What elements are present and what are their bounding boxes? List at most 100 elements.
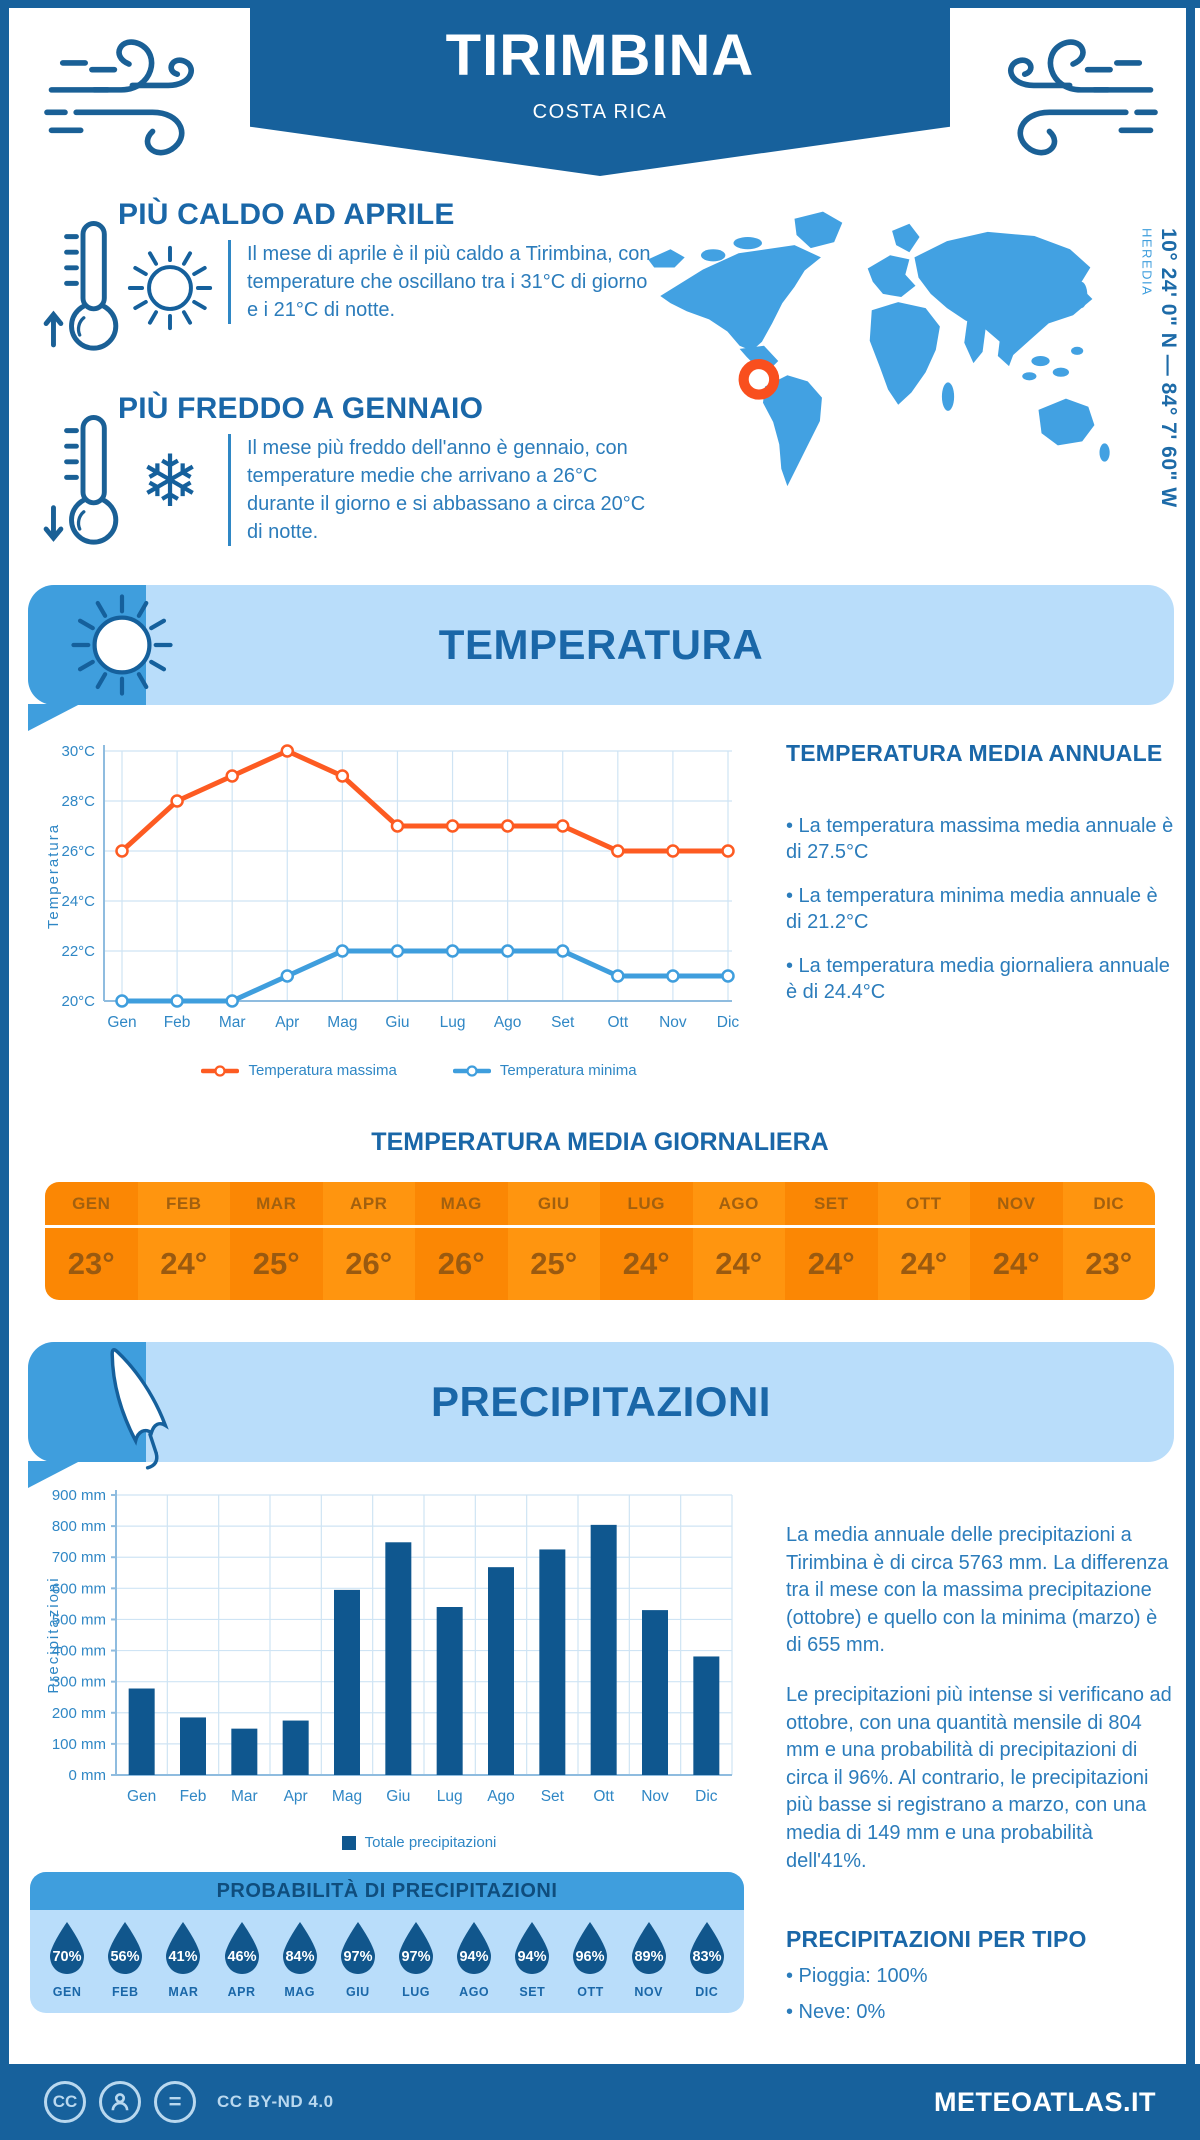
- drop-month-label: GIU: [345, 1985, 370, 1999]
- table-month-header: GEN: [45, 1182, 138, 1228]
- water-drop-icon: 89%: [631, 1922, 666, 1974]
- precipitation-chart: 0 mm 100 mm 200 mm 300 mm 400 mm 500 mm 600 mm…: [40, 1480, 752, 1851]
- svg-text:Mag: Mag: [327, 1014, 357, 1031]
- svg-text:Nov: Nov: [641, 1788, 669, 1805]
- highlight-coldest: PIÙ FREDDO A GENNAIO ❄ Il mese più fredd…: [42, 392, 662, 546]
- svg-text:41%: 41%: [169, 1949, 198, 1965]
- svg-text:94%: 94%: [518, 1949, 547, 1965]
- water-drop-icon: 41%: [166, 1922, 201, 1974]
- table-month-header: FEB: [137, 1182, 230, 1228]
- svg-text:Gen: Gen: [107, 1014, 136, 1031]
- header-banner: TIRIMBINA COSTA RICA: [250, 0, 950, 176]
- highlight-warmest-text: Il mese di aprile è il più caldo a Tirim…: [228, 240, 662, 324]
- svg-text:Set: Set: [551, 1014, 575, 1031]
- svg-text:Ago: Ago: [494, 1014, 522, 1031]
- table-month-header: APR: [322, 1182, 415, 1228]
- probability-title: PROBABILITÀ DI PRECIPITAZIONI: [30, 1872, 744, 1910]
- thermometer-up-icon: [43, 221, 119, 351]
- svg-text:26°C: 26°C: [61, 843, 95, 860]
- svg-text:Apr: Apr: [284, 1788, 308, 1805]
- drop-month-label: LUG: [402, 1985, 430, 1999]
- summary-paragraph: Le precipitazioni più intense si verific…: [786, 1683, 1172, 1872]
- svg-text:Precipitazioni: Precipitazioni: [45, 1576, 62, 1693]
- table-month-header: DIC: [1062, 1182, 1155, 1228]
- table-temperature-value: 26°: [415, 1228, 508, 1300]
- drop-month-label: AGO: [459, 1985, 490, 1999]
- svg-text:56%: 56%: [111, 1949, 140, 1965]
- precipitation-section-band: PRECIPITAZIONI: [28, 1342, 1174, 1470]
- thermometer-down-icon: [43, 415, 119, 545]
- page-border-left: [0, 0, 9, 2066]
- temperature-annual-block: TEMPERATURA MEDIA ANNUALE • La temperatu…: [786, 740, 1176, 1005]
- drop-month-label: NOV: [634, 1985, 663, 1999]
- probability-drop: 94% AGO: [446, 1920, 502, 1999]
- svg-text:Ott: Ott: [593, 1788, 614, 1805]
- svg-text:Ago: Ago: [487, 1788, 515, 1805]
- legend-item: Temperatura minima: [452, 1062, 637, 1079]
- precipitation-legend: Totale precipitazioni: [40, 1834, 752, 1851]
- region-text: HEREDIA: [1139, 228, 1155, 297]
- probability-drop: 94% SET: [504, 1920, 560, 1999]
- svg-text:Dic: Dic: [717, 1014, 740, 1031]
- svg-text:94%: 94%: [460, 1949, 489, 1965]
- water-drop-icon: 97%: [340, 1922, 375, 1974]
- precipitation-summary: La media annuale delle precipitazioni a …: [786, 1500, 1178, 1875]
- drop-month-label: FEB: [111, 1985, 139, 1999]
- legend-item: Totale precipitazioni: [341, 1834, 496, 1851]
- svg-text:Feb: Feb: [164, 1014, 191, 1031]
- svg-text:46%: 46%: [227, 1949, 256, 1965]
- table-month-header: MAG: [415, 1182, 508, 1228]
- probability-drop: 96% OTT: [562, 1920, 618, 1999]
- svg-text:20°C: 20°C: [61, 993, 95, 1010]
- svg-text:400 mm: 400 mm: [52, 1643, 106, 1660]
- brand-text: METEOATLAS.IT: [934, 2086, 1156, 2117]
- svg-text:97%: 97%: [402, 1949, 431, 1965]
- table-temperature-value: 23°: [1062, 1228, 1155, 1300]
- table-temperature-value: 24°: [600, 1228, 693, 1300]
- footer: CC = CC BY-ND 4.0 METEOATLAS.IT: [0, 2064, 1200, 2140]
- water-drop-icon: 94%: [457, 1922, 492, 1974]
- svg-text:200 mm: 200 mm: [52, 1705, 106, 1722]
- drop-month-label: OTT: [577, 1985, 604, 1999]
- water-drop-icon: 96%: [573, 1922, 608, 1974]
- svg-text:30°C: 30°C: [61, 743, 95, 760]
- precipitation-bar-chart-svg: 0 mm 100 mm 200 mm 300 mm 400 mm 500 mm 600 mm…: [45, 1487, 733, 1805]
- probability-drop: 46% APR: [214, 1920, 270, 1999]
- svg-text:600 mm: 600 mm: [52, 1580, 106, 1597]
- probability-box: PROBABILITÀ DI PRECIPITAZIONI 70% GEN 56% F…: [30, 1872, 744, 2013]
- svg-text:84%: 84%: [285, 1949, 314, 1965]
- svg-text:Mag: Mag: [332, 1788, 362, 1805]
- world-map: [648, 211, 1110, 487]
- svg-text:89%: 89%: [634, 1949, 663, 1965]
- table-temperature-value: 24°: [970, 1228, 1063, 1300]
- license-text: CC BY-ND 4.0: [217, 2092, 334, 2111]
- wind-icon: [1008, 39, 1158, 156]
- svg-text:28°C: 28°C: [61, 793, 95, 810]
- probability-drop: 70% GEN: [39, 1920, 95, 1999]
- water-drop-icon: 94%: [515, 1922, 550, 1974]
- water-drop-icon: 97%: [399, 1922, 434, 1974]
- probability-drop: 97% LUG: [388, 1920, 444, 1999]
- probability-drop: 41% MAR: [155, 1920, 211, 1999]
- svg-text:Temperatura: Temperatura: [45, 823, 62, 929]
- drop-month-label: MAR: [168, 1985, 199, 1999]
- svg-text:Lug: Lug: [440, 1014, 466, 1031]
- probability-drops: 70% GEN 56% FEB 41% MAR 46% APR 84% MAG 97% GIU 97% L…: [30, 1910, 744, 2013]
- summary-paragraph: La media annuale delle precipitazioni a …: [786, 1524, 1169, 1657]
- svg-text:0 mm: 0 mm: [69, 1767, 107, 1784]
- svg-text:Mar: Mar: [219, 1014, 246, 1031]
- bullet-item: • Pioggia: 100%: [786, 1965, 928, 1987]
- table-temperature-value: 24°: [692, 1228, 785, 1300]
- highlight-coldest-text: Il mese più freddo dell'anno è gennaio, …: [228, 434, 662, 546]
- drop-month-label: DIC: [695, 1985, 719, 1999]
- temperature-chart: 20°C 22°C 24°C 26°C 28°C 30°C Gen Feb Mar Apr Mag G…: [40, 733, 752, 1079]
- svg-text:97%: 97%: [343, 1949, 372, 1965]
- umbrella-icon: [110, 1348, 169, 1470]
- svg-text:700 mm: 700 mm: [52, 1549, 106, 1566]
- highlight-warmest-title: PIÙ CALDO AD APRILE: [118, 198, 455, 231]
- table-month-header: GIU: [507, 1182, 600, 1228]
- table-temperature-value: 24°: [137, 1228, 230, 1300]
- temperature-band-title: TEMPERATURA: [438, 621, 764, 668]
- svg-text:Mar: Mar: [231, 1788, 258, 1805]
